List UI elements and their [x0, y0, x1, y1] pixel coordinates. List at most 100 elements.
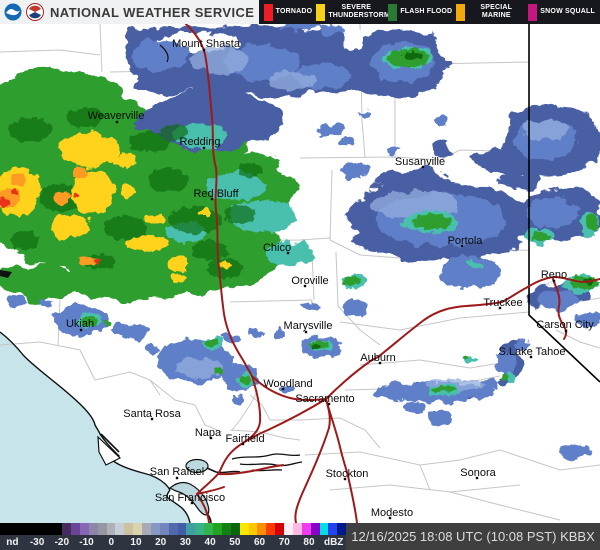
highway-4 [217, 464, 284, 476]
warning-item-special-marine: SPECIAL MARINE [456, 3, 524, 21]
warning-swatch-special-marine [456, 3, 466, 21]
sf-peninsula-coast [166, 489, 191, 524]
colorbar-cell-21 [186, 523, 196, 535]
point-reyes [97, 435, 122, 466]
colorbar-cell-10 [88, 523, 98, 535]
city-label-woodland: Woodland [263, 378, 312, 390]
city-label-fairfield: Fairfield [225, 433, 264, 445]
city-dot-truckee [498, 306, 502, 310]
colorbar-cell-4 [35, 523, 45, 535]
colorbar-cell-35 [310, 523, 320, 535]
warning-item-tornado: TORNADO [263, 3, 313, 21]
warning-item-snow-squall: SNOW SQUALL [528, 3, 595, 21]
radar-map-viewport[interactable]: Mount Shasta Weaverville Redding Red Bluff S… [0, 24, 600, 550]
colorbar-cell-24 [213, 523, 222, 535]
warning-swatch-tornado [263, 3, 273, 21]
colorbar-cell-3 [26, 523, 36, 535]
city-dot-sonora [475, 476, 479, 480]
scale-label-10: -10 [79, 537, 94, 548]
city-dot-santa-rosa [150, 417, 154, 421]
reflectivity-scale: nd -30 -20 -10 0 10 20 30 40 50 60 70 80 dBZ [0, 523, 347, 550]
colorbar-cell-20 [177, 523, 187, 535]
interstate-80-east [325, 275, 600, 400]
colorbar-cell-12 [106, 523, 116, 535]
warning-label: SPECIAL MARINE [480, 4, 513, 19]
scale-label-20: -20 [54, 537, 70, 548]
warning-label: TORNADO [275, 8, 313, 16]
city-label-ukiah: Ukiah [66, 318, 94, 330]
colorbar-cell-37 [328, 523, 338, 535]
colorbar-cell-38 [337, 523, 347, 535]
city-label-auburn: Auburn [360, 352, 395, 364]
tomales-bay [100, 433, 120, 453]
city-label-s-lake-tahoe: S.Lake Tahoe [498, 346, 565, 358]
scale-label-nd: nd [6, 537, 19, 548]
california-nevada-border [528, 24, 600, 383]
colorbar-cell-2 [17, 523, 27, 535]
city-labels: Mount Shasta Weaverville Redding Red Bluff S… [66, 38, 594, 520]
scale-label-10: 10 [130, 537, 142, 548]
brand-logos [0, 3, 44, 21]
colorbar-cell-32 [284, 523, 293, 535]
city-dot-redding [202, 146, 206, 150]
colorbar-cell-15 [133, 523, 142, 535]
bay-bridge [196, 486, 225, 495]
nws-logo [26, 3, 44, 21]
interstate-5-south [294, 398, 331, 524]
city-label-reno: Reno [541, 269, 567, 281]
city-dot-reno [552, 279, 556, 283]
highways [185, 24, 600, 524]
colorbar-cell-22 [195, 523, 205, 535]
city-dot-stockton [343, 477, 347, 481]
colorbar-cell-8 [71, 523, 80, 535]
colorbar-cell-11 [97, 523, 107, 535]
shasta-lake-arm [159, 44, 169, 63]
colorbar-cell-18 [159, 523, 169, 535]
colorbar-cell-17 [150, 523, 160, 535]
colorbar-cell-5 [44, 523, 54, 535]
colorbar-cell-27 [239, 523, 249, 535]
city-dot-s-lake-tahoe [529, 355, 533, 359]
city-label-portola: Portola [448, 235, 484, 247]
city-label-modesto: Modesto [371, 507, 413, 519]
warning-legend: TORNADO SEVERE THUNDERSTORM FLASH FLOOD SPE… [258, 0, 600, 24]
warning-label: SEVERE THUNDERSTORM [328, 4, 391, 19]
colorbar-cell-25 [221, 523, 231, 535]
colorbar-cell-16 [142, 523, 151, 535]
city-dot-chico [286, 251, 290, 255]
highway-99-south [325, 398, 358, 524]
colorbar-cell-0 [0, 523, 9, 535]
warning-item-flash-flood: FLASH FLOOD [388, 3, 453, 21]
warning-label: FLASH FLOOD [400, 8, 453, 16]
colorbar-cell-7 [62, 523, 71, 535]
city-label-napa: Napa [195, 427, 222, 439]
scale-label-30: -30 [29, 537, 45, 548]
warning-label: SNOW SQUALL [540, 8, 595, 16]
city-label-carson-city: Carson City [536, 319, 594, 331]
city-label-stockton: Stockton [326, 468, 369, 480]
colorbar-cell-36 [319, 523, 329, 535]
city-label-sacramento: Sacramento [295, 393, 354, 405]
reflectivity-scale-labels: nd -30 -20 -10 0 10 20 30 40 50 60 70 80 dBZ [0, 535, 346, 550]
city-dot-portola [460, 244, 464, 248]
city-label-san-rafael: San Rafael [150, 466, 204, 478]
radar-red [0, 189, 101, 264]
colorbar-cell-1 [8, 523, 18, 535]
pacific-ocean [0, 332, 190, 550]
city-label-truckee: Truckee [483, 297, 522, 309]
water-features [0, 44, 303, 524]
city-dot-fairfield [241, 442, 245, 446]
city-label-marysville: Marysville [284, 320, 333, 332]
clear-lake [0, 270, 12, 278]
city-dot-weaverville [115, 120, 119, 124]
warning-swatch-flash-flood [388, 3, 398, 21]
colorbar-cell-14 [124, 523, 134, 535]
scale-label-70: 70 [278, 537, 290, 548]
noaa-logo [4, 3, 22, 21]
colorbar-cell-9 [79, 523, 89, 535]
city-label-susanville: Susanville [395, 156, 445, 168]
us-395 [552, 278, 568, 340]
scale-label-40: 40 [204, 537, 216, 548]
colorbar-cell-23 [204, 523, 213, 535]
